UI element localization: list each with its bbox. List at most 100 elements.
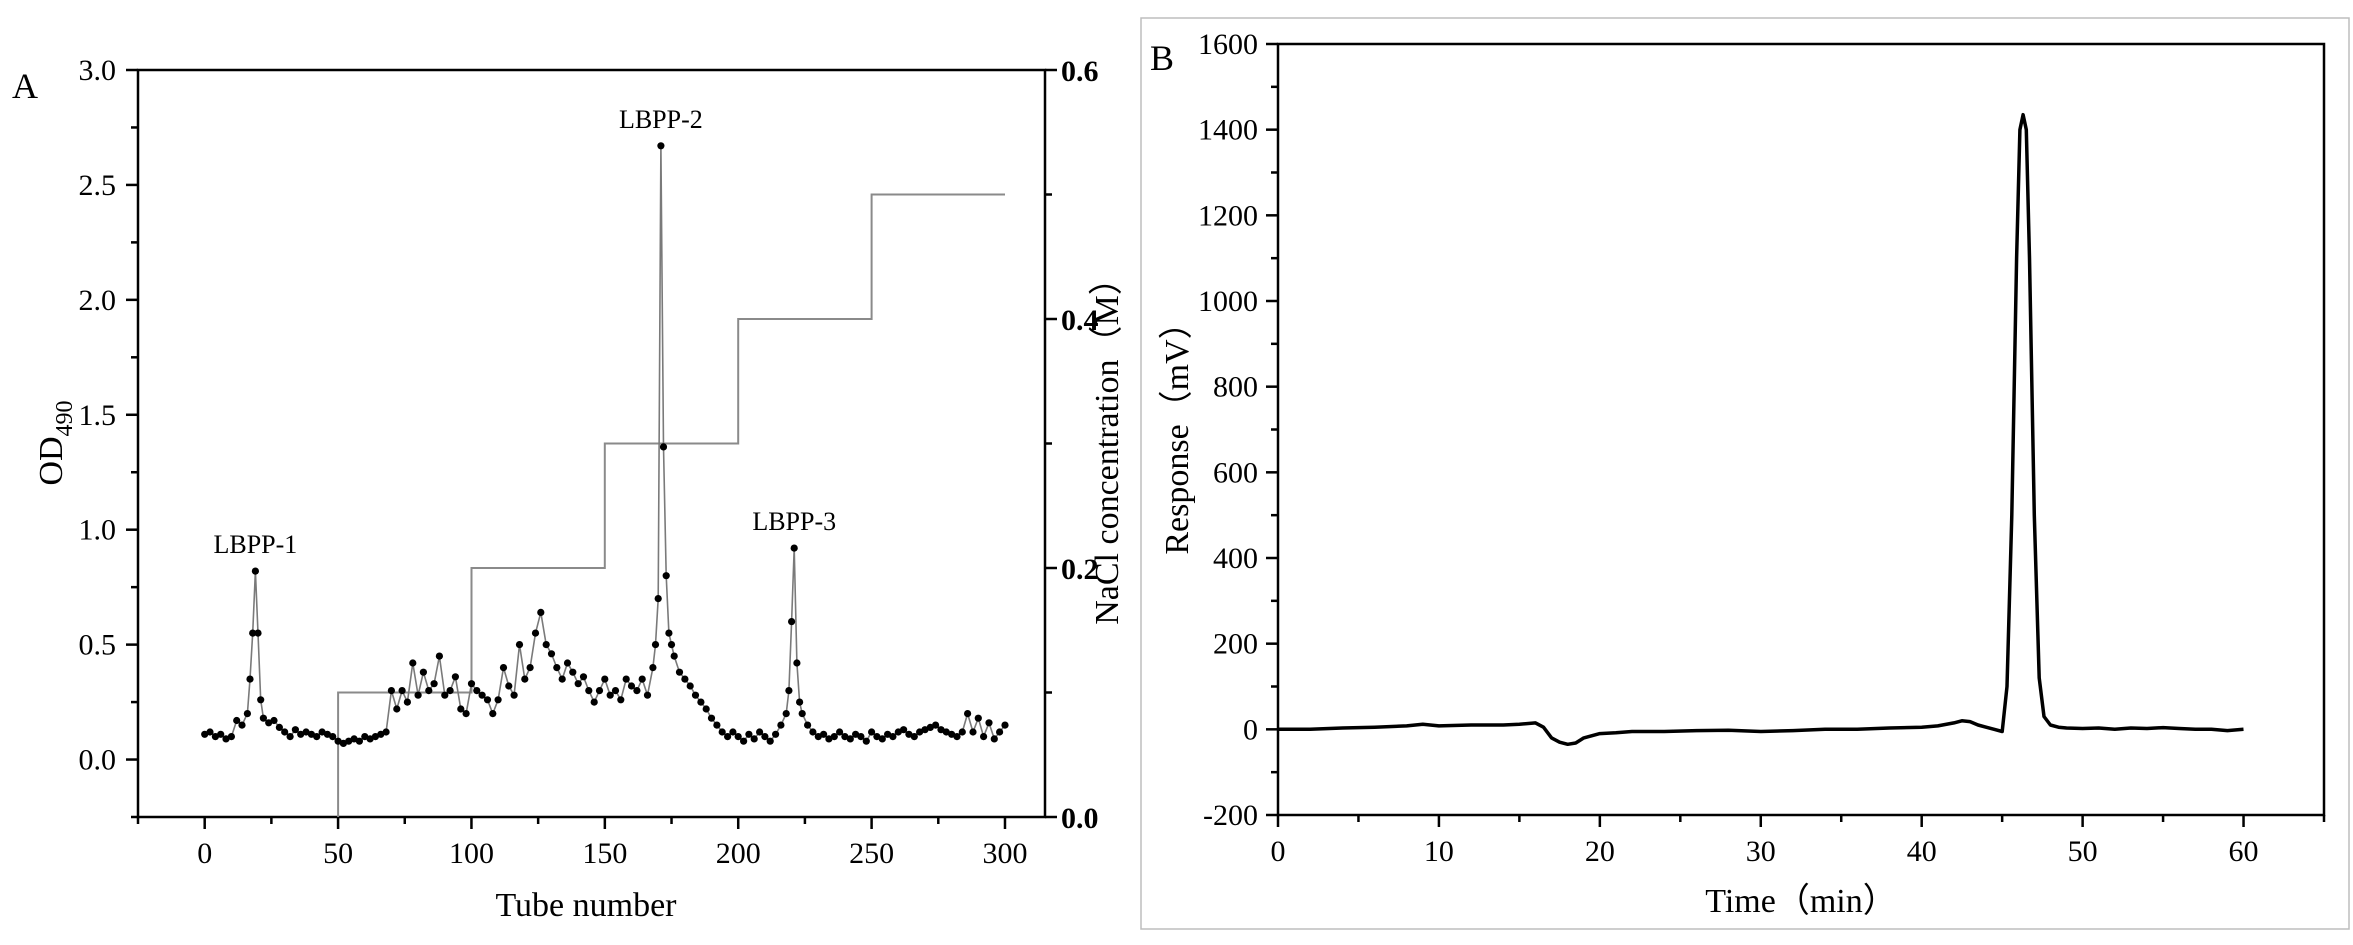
panel-a-x-axis: 0 50 100 150 200 250 300 [136,817,1027,870]
od490-point [531,629,540,637]
od490-point [804,721,812,729]
od490-point [387,687,395,695]
od490-points [201,142,1009,748]
panel-b-letter: B [1150,38,1174,78]
od490-point [697,698,705,706]
x-tick-label: 150 [582,837,627,870]
od490-point [777,721,785,729]
od490-point [766,737,774,745]
od490-point [878,735,886,743]
y-tick-label: 400 [1213,542,1258,575]
od490-point [249,629,257,637]
od490-point [756,728,764,736]
od490-point [558,675,566,683]
od490-point [217,730,225,738]
od490-point [638,675,646,683]
panel-a: A 0 50 100 150 200 250 300 0.0 0.5 1.0 1.5 2.0 2.5 3… [12,54,1126,924]
od490-point [910,733,918,741]
od490-point [595,687,604,695]
od490-point [238,721,246,729]
y-tick-label: 1200 [1198,199,1258,232]
panel-b-x-axis: 0 10 20 30 40 50 60 [1271,815,2326,868]
od490-point [798,710,806,718]
response-trace [1278,112,2244,747]
od490-point [246,675,254,683]
od490-point [740,737,748,745]
od490-point [633,687,641,695]
od490-point [483,696,492,704]
y2-tick-label: 0.0 [1061,802,1099,835]
od490-point [414,691,422,699]
od490-point [329,733,337,741]
od490-point [611,687,620,695]
od490-point [435,652,443,660]
od490-point [657,142,665,150]
od490-point [713,721,721,729]
od490-point [868,728,876,736]
od490-point [659,443,668,451]
y-tick-label: 2.5 [79,169,117,202]
y-tick-label: 1400 [1198,114,1258,147]
y-tick-label: 0.0 [79,744,117,777]
y-tick-label: 600 [1213,456,1258,489]
y-tick-label: 1.5 [79,399,117,432]
od490-point [606,691,614,699]
od490-point [585,687,593,695]
od490-point [601,675,609,683]
od490-point [846,735,854,743]
od490-point [681,675,689,683]
panel-a-plot-frame [136,68,1047,819]
od490-point [665,629,673,637]
od490-point [958,728,966,736]
panel-a-y-axis: 0.0 0.5 1.0 1.5 2.0 2.5 3.0 [79,54,138,819]
od490-point [505,682,513,690]
od490-point [467,680,476,688]
x-tick-label: 100 [449,837,494,870]
od490-point [654,595,662,603]
od490-point [782,710,790,718]
od490-point [409,659,417,667]
y2-tick-label: 0.4 [1061,304,1099,337]
od490-point [857,733,865,741]
od490-point [1001,721,1009,729]
od490-point [916,728,924,736]
x-tick-label: 0 [1271,835,1286,868]
panel-b: B 0 10 20 30 40 50 60 -200 0 200 400 600 800 1000 120… [1140,17,2350,930]
od490-point [243,710,251,718]
od490-point [651,641,660,649]
od490-point [745,730,753,738]
od490-point [724,733,732,741]
od490-point [382,728,390,736]
od490-point [662,572,670,580]
od490-point [281,728,289,736]
od490-point [953,733,961,741]
peak-annotations: LBPP-1 LBPP-2 LBPP-3 [213,105,836,559]
od490-point [425,687,433,695]
x-tick-label: 50 [2068,835,2098,868]
od490-point [257,696,265,704]
od490-point [675,668,684,676]
x-tick-label: 50 [323,837,353,870]
od490-point [841,733,849,741]
y-tick-label: 1600 [1198,28,1258,61]
y-tick-label: -200 [1203,799,1258,832]
x-tick-label: 10 [1424,835,1454,868]
od490-point [750,735,758,743]
od490-point [393,705,401,713]
peak-label: LBPP-2 [619,105,703,134]
y-tick-label: 1000 [1198,285,1258,318]
od490-point [932,721,940,729]
peak-label: LBPP-1 [213,530,297,559]
panel-b-border [1140,17,2350,930]
od490-point [313,733,321,741]
od490-point [627,682,636,690]
od490-point [990,735,998,743]
od490-point [259,714,267,722]
od490-point [948,730,956,738]
od490-point [371,733,379,741]
od490-point [707,714,716,722]
y-tick-label: 200 [1213,628,1258,661]
x-tick-label: 60 [2229,835,2259,868]
od490-point [900,726,908,734]
